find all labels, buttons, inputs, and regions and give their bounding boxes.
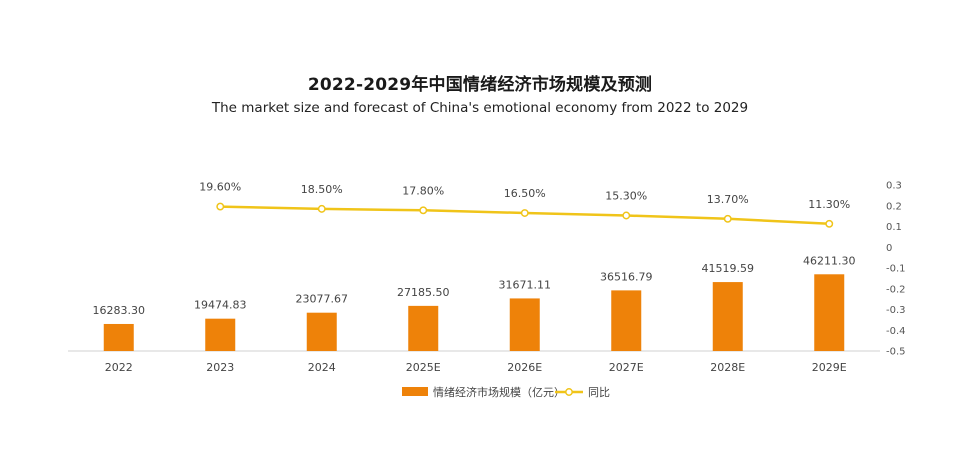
chart-subtitle: The market size and forecast of China's … (211, 100, 749, 116)
y-right-tick-label: -0.4 (886, 326, 906, 337)
x-tick-label: 2027E (609, 361, 644, 374)
yoy-data-label: 11.30% (808, 198, 850, 211)
y-right-tick-label: -0.5 (886, 347, 906, 358)
bar-data-label: 19474.83 (194, 299, 247, 312)
x-tick-label: 2026E (507, 361, 542, 374)
x-tick-label: 2028E (710, 361, 745, 374)
bar-data-label: 41519.59 (702, 262, 755, 275)
bar (103, 323, 134, 351)
chart-title: 2022-2029年中国情绪经济市场规模及预测 (307, 75, 653, 95)
bar-data-label: 36516.79 (600, 270, 653, 283)
yoy-point (723, 214, 732, 223)
bar-data-label: 23077.67 (296, 293, 349, 306)
yoy-point (317, 204, 326, 213)
y-right-tick-label: -0.3 (886, 305, 906, 316)
bar-data-label: 16283.30 (93, 304, 146, 317)
x-tick-label: 2024 (308, 361, 336, 374)
yoy-data-label: 13.70% (707, 193, 749, 206)
legend-line-label: 同比 (588, 386, 610, 399)
y-right-tick-label: -0.1 (886, 264, 906, 275)
legend-bar-swatch (402, 387, 428, 396)
bar (611, 290, 642, 351)
bar-data-label: 27185.50 (397, 286, 450, 299)
x-tick-label: 2023 (206, 361, 234, 374)
legend-bar-label: 情绪经济市场规模（亿元） (433, 385, 565, 399)
yoy-data-label: 17.80% (402, 184, 444, 197)
yoy-data-label: 19.60% (199, 181, 241, 194)
x-tick-label: 2022 (105, 361, 133, 374)
y-right-tick-label: 0.1 (886, 222, 902, 233)
bar (205, 318, 236, 351)
x-tick-label: 2025E (406, 361, 441, 374)
y-right-tick-label: 0.3 (886, 181, 902, 192)
bar (306, 312, 337, 351)
bar-data-label: 31671.11 (499, 278, 552, 291)
bar (509, 298, 540, 351)
yoy-point (520, 209, 529, 217)
yoy-data-label: 15.30% (605, 190, 647, 203)
legend-line-marker (565, 388, 573, 396)
yoy-data-label: 16.50% (504, 187, 546, 200)
yoy-point (825, 219, 834, 228)
y-right-tick-label: 0 (886, 243, 892, 254)
bar (712, 282, 743, 351)
y-right-tick-label: -0.2 (886, 284, 906, 295)
bar (814, 274, 845, 351)
yoy-point (216, 202, 225, 211)
y-right-tick-label: 0.2 (886, 201, 902, 212)
x-tick-label: 2029E (812, 361, 847, 374)
bar-data-label: 46211.30 (803, 254, 856, 267)
yoy-point (419, 206, 428, 215)
yoy-data-label: 18.50% (301, 183, 343, 196)
bar (408, 305, 439, 351)
yoy-point (622, 211, 631, 220)
